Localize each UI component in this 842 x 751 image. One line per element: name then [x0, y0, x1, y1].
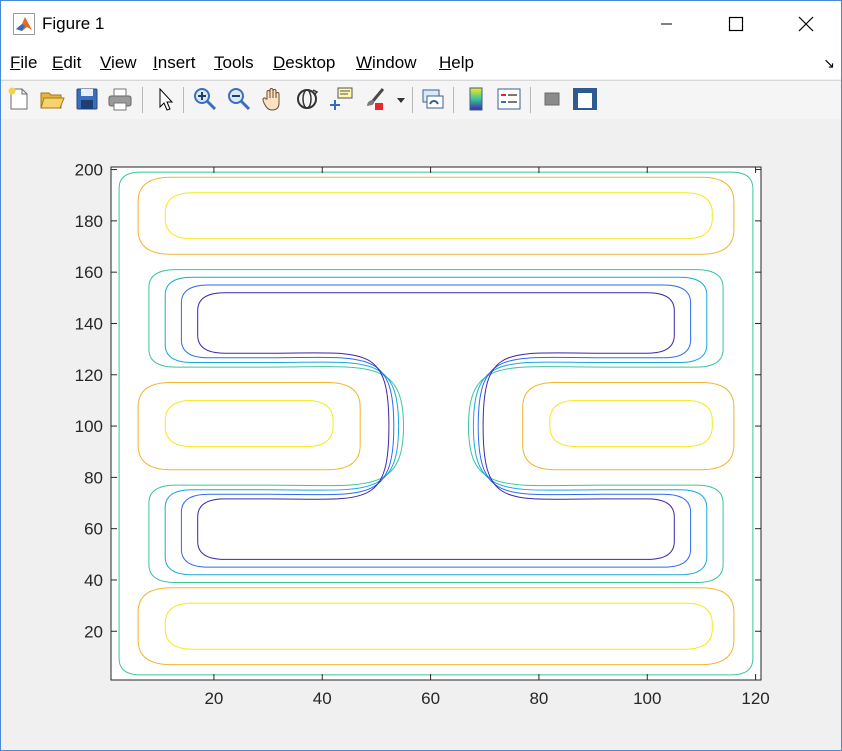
edit-plot-arrow-icon[interactable] [151, 85, 179, 113]
contour-line [164, 276, 708, 427]
menu-help[interactable]: Help [439, 53, 474, 72]
x-tick-label: 80 [529, 689, 548, 708]
contour-line [118, 171, 754, 676]
contour-line [137, 176, 735, 255]
y-tick-label: 60 [84, 520, 103, 539]
contour-plot[interactable]: 20 40 60 80 100 120 20 40 60 80 100 120 140 160 180 200 [1, 119, 841, 750]
contour-line [148, 426, 724, 583]
save-icon[interactable] [73, 85, 101, 113]
contour-line [164, 192, 713, 240]
contour-line [180, 426, 692, 568]
open-file-icon[interactable] [38, 85, 66, 113]
y-tick-label: 100 [75, 417, 103, 436]
axes-background [111, 167, 761, 680]
minimize-icon [661, 23, 672, 24]
contour-line [180, 284, 692, 427]
contour-line [148, 269, 724, 427]
maximize-button[interactable] [713, 1, 759, 46]
hide-plot-tools-icon[interactable] [538, 85, 566, 113]
figure-toolbar [1, 80, 841, 120]
y-tick-label: 40 [84, 571, 103, 590]
minimize-button[interactable] [644, 1, 690, 46]
y-tick-label: 20 [84, 622, 103, 641]
menu-desktop[interactable]: Desktop [273, 53, 336, 72]
colorbar-icon[interactable] [462, 85, 490, 113]
toolbar-separator [453, 87, 454, 113]
figure-canvas: 20 40 60 80 100 120 20 40 60 80 100 120 140 160 180 200 [1, 119, 841, 750]
brush-dropdown-icon[interactable] [394, 85, 408, 113]
toolbar-separator [183, 87, 184, 113]
close-icon [798, 16, 814, 31]
contour-line [549, 399, 713, 448]
x-tick-label: 100 [633, 689, 661, 708]
brush-icon[interactable] [361, 85, 389, 113]
menu-view[interactable]: View [100, 53, 137, 72]
contour-line [137, 587, 735, 666]
data-cursor-icon[interactable] [327, 85, 355, 113]
menu-bar: File Edit View Insert Tools Desktop Wind… [1, 46, 841, 79]
x-tick-label: 120 [741, 689, 769, 708]
print-icon[interactable] [106, 85, 134, 113]
x-tick-label: 20 [204, 689, 223, 708]
toolbar-separator [530, 87, 531, 113]
maximize-icon [728, 16, 744, 31]
y-tick-label: 80 [84, 468, 103, 487]
menu-edit[interactable]: Edit [52, 53, 82, 72]
pan-hand-icon[interactable] [259, 85, 287, 113]
matlab-logo-icon [13, 13, 35, 35]
contour-lines [118, 171, 754, 676]
toolbar-separator [412, 87, 413, 113]
new-figure-icon[interactable] [5, 85, 33, 113]
contour-line [197, 292, 675, 427]
zoom-out-icon[interactable] [225, 85, 253, 113]
rotate-3d-icon[interactable] [293, 85, 321, 113]
close-button[interactable] [783, 1, 829, 46]
window-title: Figure 1 [42, 14, 105, 33]
contour-line [164, 399, 334, 448]
x-tick-label: 60 [421, 689, 440, 708]
axes-frame [110, 166, 762, 681]
title-bar: Figure 1 [1, 1, 841, 46]
menu-insert[interactable]: Insert [153, 53, 196, 72]
y-tick-label: 200 [75, 161, 103, 180]
menu-file[interactable]: File [10, 53, 38, 72]
x-tick-label: 40 [313, 689, 332, 708]
y-tick-label: 120 [75, 366, 103, 385]
menu-tools[interactable]: Tools [214, 53, 254, 72]
contour-line [522, 382, 735, 471]
axis-ticks: 20 40 60 80 100 120 20 40 60 80 100 120 140 160 180 200 [75, 161, 770, 708]
contour-line [164, 426, 708, 576]
dock-arrow-icon[interactable]: ↘ [823, 55, 835, 71]
menu-window[interactable]: Window [356, 53, 417, 72]
y-tick-label: 140 [75, 314, 103, 333]
link-plot-icon[interactable] [419, 85, 447, 113]
y-tick-label: 180 [75, 212, 103, 231]
y-tick-label: 160 [75, 263, 103, 282]
legend-icon[interactable] [495, 85, 523, 113]
contour-line [164, 602, 713, 650]
contour-line [197, 426, 675, 560]
show-plot-tools-icon[interactable] [571, 85, 599, 113]
zoom-in-icon[interactable] [191, 85, 219, 113]
contour-line [137, 382, 361, 471]
toolbar-separator [142, 87, 143, 113]
